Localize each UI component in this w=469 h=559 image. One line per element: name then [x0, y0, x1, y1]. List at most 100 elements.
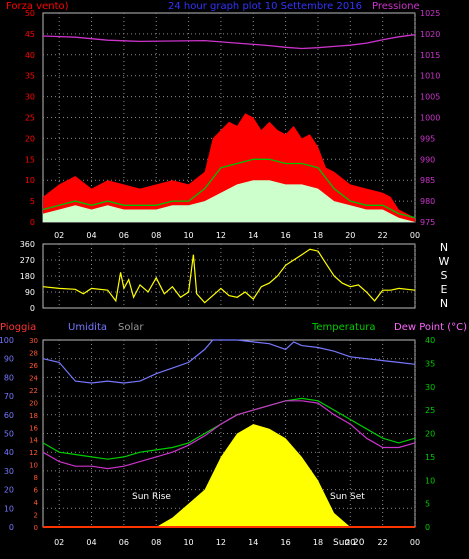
sunset-time-annotation: Sun 20 [333, 538, 365, 548]
pressure-line [42, 34, 416, 50]
rain-ytick-label: 22 [29, 387, 38, 395]
temperature-ytick-label: 10 [425, 476, 435, 485]
direction-ytick-label: 90 [25, 288, 35, 297]
climate-panel-xtick-label: 10 [183, 538, 193, 547]
wind-panel-xtick-label: 18 [313, 231, 323, 240]
humidity-ytick-label: 50 [4, 430, 14, 439]
wind-ytick-label: 40 [25, 51, 35, 60]
wind-gust-area [43, 180, 415, 222]
wind-ytick-label: 25 [25, 114, 35, 123]
pressure-ytick-label: 1015 [420, 51, 440, 60]
wind-dir-e: E [440, 283, 448, 296]
humidity-ytick-label: 60 [4, 411, 14, 420]
wind-panel-xtick-label: 04 [86, 231, 96, 240]
rain-ytick-label: 24 [29, 374, 38, 382]
temperature-ytick-label: 15 [425, 453, 435, 462]
rain-ytick-label: 4 [34, 499, 39, 507]
wind-panel-xtick-label: 12 [216, 231, 226, 240]
humidity-ytick-label: 100 [0, 336, 14, 345]
humidity-ytick-label: 80 [4, 373, 14, 382]
wind-ytick-label: 10 [25, 176, 35, 185]
rain-ytick-label: 26 [29, 362, 38, 370]
rain-ytick-label: 2 [34, 512, 38, 520]
temperature-ytick-label: 25 [425, 406, 435, 415]
climate-panel-xtick-label: 04 [86, 538, 96, 547]
climate-panel-xtick-label: 20 [345, 538, 355, 547]
humidity-line [42, 339, 416, 384]
pressure-ytick-label: 1000 [420, 114, 440, 123]
rain-ytick-label: 20 [29, 399, 38, 407]
wind-ytick-label: 5 [30, 197, 35, 206]
rain-ytick-label: 12 [29, 449, 38, 457]
pressure-ytick-label: 990 [420, 155, 435, 164]
pressure-ytick-label: 985 [420, 176, 435, 185]
wind-ytick-label: 35 [25, 72, 35, 81]
wind-panel-xtick-label: 22 [378, 231, 388, 240]
pressure-ytick-label: 1025 [420, 9, 440, 18]
wind-ytick-label: 0 [30, 218, 35, 227]
wind-dir-n-top: N [439, 241, 449, 254]
climate-panel-xtick-label: 22 [378, 538, 388, 547]
wind-ytick-label: 20 [25, 134, 35, 143]
humidity-axis-label: Umidita [68, 322, 108, 333]
solar-radiation-area [156, 424, 351, 527]
pressure-ytick-label: 1020 [420, 30, 440, 39]
direction-ytick-label: 180 [20, 272, 35, 281]
wind-ytick-label: 45 [25, 30, 35, 39]
sunrise-annotation: Sun Rise [132, 492, 171, 502]
rain-ytick-label: 28 [29, 349, 38, 357]
wind-panel-xtick-label: 10 [183, 231, 193, 240]
climate-panel-xtick-label: 00 [410, 538, 420, 547]
solar-axis-label: Solar [118, 322, 144, 333]
temperature-ytick-label: 5 [425, 500, 430, 509]
humidity-ytick-label: 30 [4, 467, 14, 476]
rain-ytick-label: 18 [29, 412, 38, 420]
wind-average-line [42, 158, 416, 219]
rain-ytick-label: 6 [34, 487, 39, 495]
climate-panel-xtick-label: 02 [54, 538, 64, 547]
humidity-ytick-label: 10 [4, 504, 14, 513]
climate-panel-xtick-label: 08 [151, 538, 161, 547]
wind-dir-n-bottom: N [439, 297, 449, 310]
humidity-ytick-label: 0 [9, 523, 14, 532]
wind-direction-line [42, 248, 416, 304]
rain-ytick-label: 8 [34, 474, 38, 482]
wind-panel-xtick-label: 20 [345, 231, 355, 240]
wind-ytick-label: 30 [25, 93, 35, 102]
pressure-ytick-label: 995 [420, 134, 435, 143]
wind-panel-xtick-label: 02 [54, 231, 64, 240]
humidity-ytick-label: 40 [4, 448, 14, 457]
direction-ytick-label: 0 [30, 304, 35, 313]
wind-panel-xtick-label: 16 [281, 231, 291, 240]
climate-panel-xtick-label: 18 [313, 538, 323, 547]
rain-axis-label: Pioggia [0, 322, 37, 333]
climate-panel-xtick-label: 06 [119, 538, 129, 547]
wind-panel-xtick-label: 06 [119, 231, 129, 240]
sunset-annotation: Sun Set [330, 492, 365, 502]
climate-panel-xtick-label: 14 [248, 538, 258, 547]
wind-ytick-label: 50 [25, 9, 35, 18]
wind-axis-label: Forza vento) [6, 1, 69, 12]
rain-ytick-label: 14 [29, 437, 38, 445]
wind-panel-xtick-label: 14 [248, 231, 258, 240]
pressure-ytick-label: 975 [420, 218, 435, 227]
rain-ytick-label: 30 [29, 337, 38, 345]
temperature-ytick-label: 40 [425, 336, 435, 345]
pressure-ytick-label: 1010 [420, 72, 440, 81]
wind-dir-s: S [440, 269, 448, 282]
temperature-ytick-label: 0 [425, 523, 430, 532]
wind-ytick-label: 15 [25, 155, 35, 164]
direction-ytick-label: 360 [20, 240, 35, 249]
rain-ytick-label: 0 [34, 524, 38, 532]
temperature-axis-label: Temperatura [312, 322, 376, 333]
pressure-ytick-label: 1005 [420, 93, 440, 102]
humidity-ytick-label: 90 [4, 355, 14, 364]
wind-dir-w: W [438, 255, 450, 268]
dewpoint-line [42, 400, 416, 470]
rain-ytick-label: 10 [29, 462, 38, 470]
pressure-axis-label: Pressione [372, 1, 420, 12]
direction-ytick-label: 270 [20, 256, 35, 265]
wind-panel-xtick-label: 00 [410, 231, 420, 240]
